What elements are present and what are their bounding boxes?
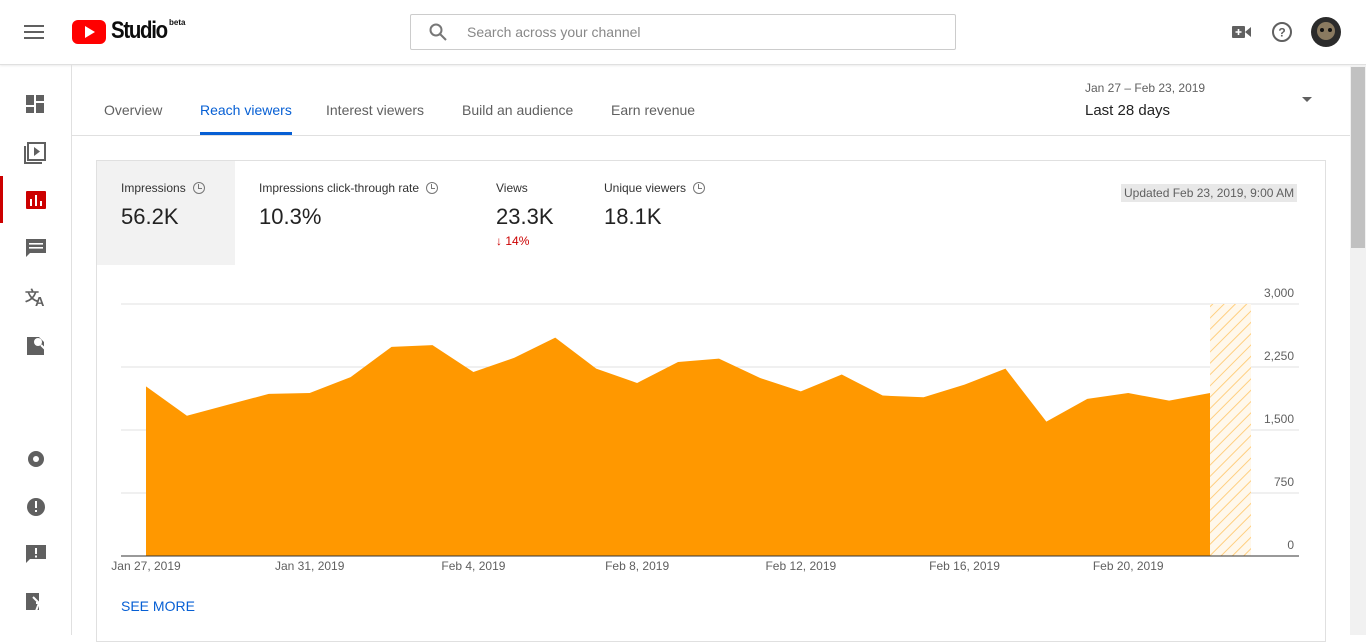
- tab-underline: [200, 132, 292, 135]
- x-tick-label: Feb 16, 2019: [929, 559, 1000, 573]
- incomplete-period: [1210, 304, 1251, 556]
- sidebar-icons: 文A: [24, 95, 46, 612]
- tab[interactable]: Earn revenue: [611, 102, 696, 118]
- metric-change-text: 14%: [505, 234, 530, 248]
- divider: [72, 135, 1350, 136]
- tab[interactable]: Reach viewers: [200, 102, 292, 118]
- avatar[interactable]: [1310, 15, 1342, 49]
- metric-label-text: Unique viewers: [604, 181, 687, 195]
- date-period[interactable]: Last 28 days: [1085, 102, 1171, 119]
- date-range: Jan 27 – Feb 23, 2019: [1085, 81, 1206, 95]
- metric-label-text: Impressions click-through rate: [259, 181, 420, 195]
- metric-value: 23.3K: [496, 204, 554, 229]
- y-tick-label: 750: [1274, 475, 1294, 489]
- tab[interactable]: Overview: [104, 102, 163, 118]
- dropdown-arrow[interactable]: [1302, 97, 1314, 104]
- y-tick-label: 1,500: [1264, 412, 1294, 426]
- x-tick-label: Feb 8, 2019: [605, 559, 669, 573]
- settings-icon[interactable]: [28, 451, 44, 467]
- create-button[interactable]: [1232, 24, 1252, 40]
- search-box[interactable]: Search across your channel: [410, 14, 956, 50]
- logo-icon[interactable]: [72, 20, 108, 44]
- x-tick-label: Feb 20, 2019: [1093, 559, 1164, 573]
- copyright-icon[interactable]: [27, 337, 46, 355]
- svg-text:?: ?: [1278, 26, 1285, 40]
- y-tick-label: 3,000: [1264, 286, 1294, 300]
- videos-icon[interactable]: [24, 142, 46, 164]
- svg-text:A: A: [35, 294, 45, 309]
- metric-label: Views: [496, 181, 528, 195]
- tab[interactable]: Build an audience: [462, 102, 574, 118]
- metric-label-text: Impressions: [121, 181, 186, 195]
- creator-studio-icon[interactable]: [27, 498, 45, 516]
- see-more-link[interactable]: SEE MORE: [121, 598, 195, 614]
- dashboard-icon[interactable]: [26, 95, 44, 113]
- metric-value: 10.3%: [259, 204, 322, 229]
- search-placeholder: Search across your channel: [467, 24, 641, 40]
- sidebar: [0, 65, 72, 635]
- scrollbar-thumb[interactable]: [1351, 67, 1365, 248]
- metric-change: ↓ 14%: [496, 234, 530, 248]
- logo-badge: beta: [169, 18, 186, 27]
- x-tick-label: Jan 27, 2019: [111, 559, 181, 573]
- exit-icon[interactable]: [26, 593, 44, 612]
- feedback-icon[interactable]: [26, 545, 46, 563]
- metric-selected[interactable]: [97, 161, 235, 265]
- analytics-icon[interactable]: [26, 191, 46, 209]
- active-indicator: [0, 176, 3, 223]
- updated-badge: Updated Feb 23, 2019, 9:00 AM: [1121, 184, 1298, 202]
- help-button[interactable]: ?: [1271, 21, 1293, 43]
- x-tick-label: Jan 31, 2019: [275, 559, 345, 573]
- metric-value: 56.2K: [121, 204, 179, 229]
- y-tick-label: 2,250: [1264, 349, 1294, 363]
- metric-label: Impressions: [121, 181, 205, 195]
- logo-text: Studio: [111, 17, 168, 44]
- comments-icon[interactable]: [26, 239, 46, 257]
- metric-label-text: Views: [496, 181, 528, 195]
- search-icon: [429, 23, 447, 41]
- svg-text:文: 文: [25, 288, 40, 304]
- chart: 0 750 1,500 2,250 3,000 Jan 27, 2019 Jan 31, 2…: [111, 286, 1299, 573]
- tab[interactable]: Interest viewers: [326, 102, 425, 118]
- x-tick-label: Feb 4, 2019: [441, 559, 505, 573]
- x-tick-label: Feb 12, 2019: [765, 559, 836, 573]
- metric-label: Unique viewers: [604, 181, 706, 195]
- metric-value: 18.1K: [604, 204, 662, 229]
- y-tick-label: 0: [1287, 538, 1294, 552]
- translations-icon[interactable]: 文A: [25, 288, 45, 309]
- area: [146, 337, 1211, 556]
- top-bar: [0, 0, 1366, 65]
- metric-label: Impressions click-through rate: [259, 181, 439, 195]
- menu-button[interactable]: [24, 24, 48, 42]
